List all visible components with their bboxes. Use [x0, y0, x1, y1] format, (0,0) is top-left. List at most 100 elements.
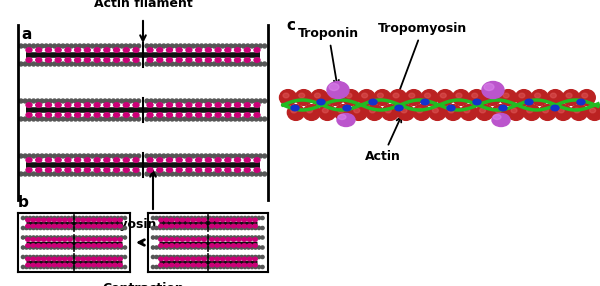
Ellipse shape — [253, 218, 257, 222]
Circle shape — [53, 172, 56, 176]
Circle shape — [175, 99, 178, 103]
Circle shape — [49, 154, 52, 158]
Circle shape — [242, 172, 245, 176]
Circle shape — [85, 236, 88, 239]
Circle shape — [250, 172, 254, 176]
Circle shape — [158, 246, 161, 249]
Circle shape — [109, 265, 113, 269]
Ellipse shape — [164, 218, 169, 222]
Circle shape — [169, 217, 172, 220]
Ellipse shape — [231, 238, 236, 241]
Ellipse shape — [191, 238, 196, 241]
Circle shape — [95, 236, 98, 239]
Circle shape — [112, 44, 115, 48]
Ellipse shape — [175, 263, 179, 267]
Circle shape — [166, 62, 170, 66]
Ellipse shape — [377, 93, 383, 98]
Ellipse shape — [253, 244, 257, 247]
Circle shape — [60, 265, 63, 269]
Ellipse shape — [113, 224, 117, 228]
Ellipse shape — [185, 244, 190, 247]
Circle shape — [242, 117, 245, 121]
Circle shape — [229, 62, 233, 66]
Circle shape — [215, 255, 218, 259]
Circle shape — [176, 255, 179, 259]
Circle shape — [200, 44, 203, 48]
Circle shape — [254, 236, 257, 239]
Ellipse shape — [231, 224, 236, 228]
Ellipse shape — [31, 238, 35, 241]
Ellipse shape — [86, 263, 91, 267]
Circle shape — [116, 117, 119, 121]
Ellipse shape — [479, 108, 485, 113]
Circle shape — [124, 172, 128, 176]
Circle shape — [116, 236, 119, 239]
Circle shape — [64, 246, 67, 249]
Ellipse shape — [176, 103, 182, 107]
Circle shape — [246, 99, 250, 103]
Ellipse shape — [86, 257, 91, 261]
Circle shape — [70, 217, 74, 220]
Circle shape — [74, 44, 77, 48]
Circle shape — [233, 44, 237, 48]
Ellipse shape — [81, 224, 86, 228]
Circle shape — [204, 117, 208, 121]
Circle shape — [175, 62, 178, 66]
Circle shape — [133, 99, 136, 103]
Circle shape — [57, 117, 61, 121]
Ellipse shape — [366, 105, 383, 120]
Ellipse shape — [254, 158, 260, 162]
Ellipse shape — [196, 257, 201, 261]
Ellipse shape — [437, 90, 454, 105]
Circle shape — [169, 255, 172, 259]
Ellipse shape — [186, 58, 192, 62]
Circle shape — [154, 117, 157, 121]
Circle shape — [67, 265, 70, 269]
Ellipse shape — [350, 105, 367, 120]
Circle shape — [247, 265, 250, 269]
Ellipse shape — [104, 168, 110, 172]
Circle shape — [190, 227, 193, 230]
Ellipse shape — [225, 168, 231, 172]
Circle shape — [43, 265, 46, 269]
Ellipse shape — [236, 218, 241, 222]
Circle shape — [240, 217, 243, 220]
Circle shape — [219, 236, 222, 239]
Ellipse shape — [525, 99, 533, 105]
Circle shape — [70, 154, 73, 158]
Circle shape — [158, 265, 161, 269]
Circle shape — [95, 227, 98, 230]
Circle shape — [233, 99, 237, 103]
Ellipse shape — [166, 168, 172, 172]
Circle shape — [172, 265, 176, 269]
Circle shape — [261, 246, 264, 249]
Circle shape — [229, 227, 233, 230]
Circle shape — [103, 255, 106, 259]
Circle shape — [233, 227, 236, 230]
Ellipse shape — [41, 238, 46, 241]
Ellipse shape — [221, 238, 225, 241]
Circle shape — [78, 246, 81, 249]
Circle shape — [46, 265, 49, 269]
Ellipse shape — [113, 48, 119, 52]
Circle shape — [238, 172, 241, 176]
Ellipse shape — [52, 218, 56, 222]
Circle shape — [60, 236, 63, 239]
Circle shape — [120, 99, 124, 103]
Ellipse shape — [215, 158, 221, 162]
Ellipse shape — [180, 263, 185, 267]
Circle shape — [246, 172, 250, 176]
Circle shape — [103, 265, 106, 269]
Circle shape — [86, 172, 90, 176]
Ellipse shape — [210, 218, 214, 222]
Circle shape — [88, 227, 92, 230]
Ellipse shape — [215, 218, 220, 222]
Circle shape — [215, 217, 218, 220]
Ellipse shape — [55, 113, 61, 117]
Circle shape — [217, 62, 220, 66]
Circle shape — [137, 62, 140, 66]
Ellipse shape — [291, 105, 299, 111]
Circle shape — [223, 217, 226, 220]
Ellipse shape — [215, 244, 220, 247]
Circle shape — [233, 246, 236, 249]
